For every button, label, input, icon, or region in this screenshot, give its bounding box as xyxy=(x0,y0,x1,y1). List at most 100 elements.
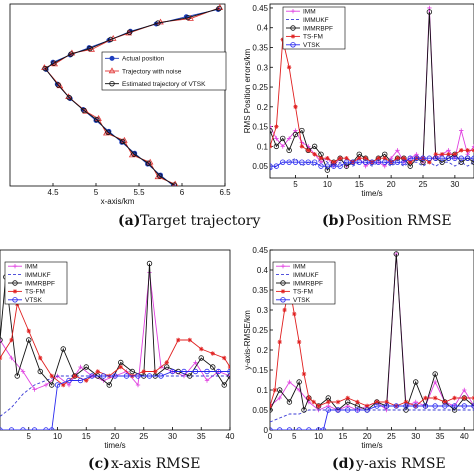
data-point-ts-fm xyxy=(374,399,380,405)
legend-box xyxy=(101,51,227,91)
data-point-ts-fm xyxy=(465,148,470,153)
x-tick-label: 6 xyxy=(180,188,185,197)
series-vtsk xyxy=(0,368,230,430)
legend-entry-immrbpf: IMMRBPF xyxy=(25,280,55,287)
data-point-vtsk xyxy=(204,368,210,375)
data-point-vtsk xyxy=(331,163,337,169)
panel-a-trajectory: 4.5 5 5.5 6 6.5 x-axis/km Actual position Traje… xyxy=(9,3,231,206)
data-point-estimated-trajectory-of-vtsk xyxy=(185,14,191,21)
data-point-ts-fm xyxy=(364,403,370,409)
data-point-immrbpf xyxy=(451,407,458,413)
data-point-vtsk xyxy=(273,163,280,169)
caption-a: (a) Target trajectory xyxy=(118,213,260,229)
data-point-vtsk xyxy=(413,155,420,161)
data-point-ts-fm xyxy=(316,403,321,409)
data-point-estimated-trajectory-of-vtsk xyxy=(216,5,222,12)
caption-a-label: (a) xyxy=(118,213,140,229)
data-point-immrbpf xyxy=(305,147,311,154)
data-point-ts-fm xyxy=(286,65,292,70)
data-point-imm xyxy=(135,382,141,388)
y-tick-label: 0.25 xyxy=(252,83,268,92)
data-point-vtsk xyxy=(383,403,390,409)
data-point-ts-fm xyxy=(408,159,413,165)
legend-entry-immrbpf: IMMRBPF xyxy=(303,25,333,32)
legend-entry-actual-position: Actual position xyxy=(122,56,165,63)
y-tick-label: 0.3 xyxy=(257,63,269,72)
data-point-immrbpf xyxy=(60,346,66,352)
data-point-imm xyxy=(193,360,198,365)
data-point-ts-fm xyxy=(306,148,311,153)
data-point-vtsk xyxy=(31,427,38,430)
data-point-vtsk xyxy=(292,159,299,165)
legend-entry-ts-fm: TS-FM xyxy=(303,34,323,41)
y-tick-label: 0.05 xyxy=(252,406,268,415)
data-point-ts-fm xyxy=(344,156,349,161)
data-point-vtsk xyxy=(451,403,458,409)
data-point-vtsk xyxy=(296,427,302,430)
data-point-ts-fm xyxy=(452,152,458,157)
caption-b-label: (b) xyxy=(322,213,345,229)
data-point-ts-fm xyxy=(442,399,448,405)
data-point-vtsk xyxy=(375,159,382,165)
data-point-vtsk xyxy=(420,155,426,161)
data-point-vtsk xyxy=(311,159,318,165)
data-point-immrbpf xyxy=(471,159,474,165)
data-point-immrbpf xyxy=(273,143,280,150)
data-point-vtsk xyxy=(350,159,356,165)
x-tick-label: 10 xyxy=(314,432,323,441)
data-point-immrbpf xyxy=(26,337,32,343)
data-point-vtsk xyxy=(432,403,438,409)
data-point-ts-fm xyxy=(401,156,407,161)
plot-area xyxy=(270,251,474,430)
data-point-vtsk xyxy=(369,159,375,165)
data-point-trajectory-with-noise xyxy=(121,136,128,143)
data-point-estimated-trajectory-of-vtsk xyxy=(171,182,177,186)
data-point-trajectory-with-noise xyxy=(154,173,162,180)
data-point-immrbpf xyxy=(439,159,445,165)
data-point-imm xyxy=(0,337,3,343)
data-point-imm xyxy=(432,379,438,385)
data-point-vtsk xyxy=(286,159,292,165)
y-tick-label: 0.3 xyxy=(257,306,269,315)
data-point-immrbpf xyxy=(432,371,438,377)
data-point-ts-fm xyxy=(306,395,312,401)
x-tick-label: 40 xyxy=(226,432,235,441)
series-vtsk xyxy=(270,403,474,430)
data-point-estimated-trajectory-of-vtsk xyxy=(51,60,57,66)
data-point-ts-fm xyxy=(38,355,43,361)
data-point-ts-fm xyxy=(272,387,278,393)
data-point-vtsk xyxy=(335,407,341,413)
y-axis-label: y-axis-RMSE/km xyxy=(243,310,252,370)
data-point-estimated-trajectory-of-vtsk xyxy=(105,129,111,136)
legend-entry-ts-fm: TS-FM xyxy=(293,289,313,296)
data-point-immrbpf xyxy=(221,382,227,388)
data-point-ts-fm xyxy=(312,152,317,157)
x-tick-label: 4.5 xyxy=(47,188,59,197)
data-point-ts-fm xyxy=(176,337,181,343)
data-point-immrbpf xyxy=(324,167,331,173)
data-point-immrbpf xyxy=(49,382,55,388)
data-point-immrbpf xyxy=(72,373,78,379)
legend-entry-imm: IMM xyxy=(303,9,316,16)
y-tick-label: 0.1 xyxy=(257,386,269,395)
data-point-vtsk xyxy=(374,403,380,409)
data-point-ts-fm xyxy=(335,399,341,405)
x-tick-label: 15 xyxy=(355,180,364,189)
x-tick-label: 30 xyxy=(450,180,459,189)
legend-marker-vtsk xyxy=(280,297,286,303)
series-line-immukf xyxy=(0,375,230,417)
x-tick-label: 5 xyxy=(94,188,99,197)
data-point-vtsk xyxy=(280,159,286,165)
data-point-ts-fm xyxy=(277,339,282,345)
data-point-immrbpf xyxy=(146,260,153,267)
y-tick-label: 0.15 xyxy=(252,366,268,375)
data-point-vtsk xyxy=(426,155,433,161)
data-point-vtsk xyxy=(401,159,407,165)
data-point-ts-fm xyxy=(439,152,445,157)
x-tick-label: 10 xyxy=(53,432,62,441)
data-point-imm xyxy=(43,382,49,388)
data-point-imm xyxy=(286,136,292,141)
x-tick-label: 35 xyxy=(197,432,206,441)
data-point-vtsk xyxy=(471,403,474,409)
